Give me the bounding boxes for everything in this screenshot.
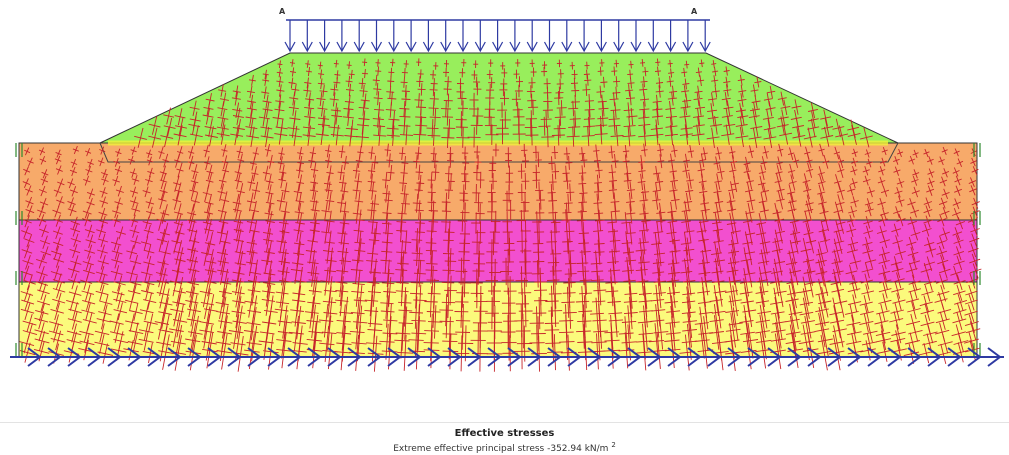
caption-subtitle: Extreme effective principal stress -352.… (0, 440, 1009, 455)
load-arrow (562, 20, 572, 51)
model-canvas: A A (0, 0, 1009, 420)
soil-layer-orange[interactable] (19, 143, 977, 220)
load-arrow (302, 20, 312, 51)
load-arrow (510, 20, 520, 51)
load-arrow (337, 20, 347, 51)
load-arrow (596, 20, 606, 51)
load-arrow (631, 20, 641, 51)
load-arrows (285, 20, 710, 51)
embankment-body[interactable] (100, 53, 898, 143)
load-arrow (320, 20, 330, 51)
load-arrow (527, 20, 537, 51)
load-arrow (700, 20, 710, 51)
load-arrow (614, 20, 624, 51)
point-label-a-left: A (279, 7, 286, 16)
load-arrow (372, 20, 382, 51)
caption-subtitle-exponent: 2 (611, 441, 615, 449)
load-arrow (441, 20, 451, 51)
load-arrow (354, 20, 364, 51)
load-arrow (458, 20, 468, 51)
caption: Effective stresses Extreme effective pri… (0, 428, 1009, 455)
footer-divider (0, 422, 1009, 423)
load-arrow (406, 20, 416, 51)
caption-subtitle-text: Extreme effective principal stress -352.… (393, 444, 608, 454)
load-arrow (389, 20, 399, 51)
distributed-load[interactable] (285, 20, 710, 51)
load-arrow (683, 20, 693, 51)
load-arrow (493, 20, 503, 51)
load-arrow (579, 20, 589, 51)
load-arrow (545, 20, 555, 51)
load-arrow (475, 20, 485, 51)
point-label-a-right: A (691, 7, 698, 16)
caption-title: Effective stresses (0, 428, 1009, 440)
load-arrow (666, 20, 676, 51)
geometry-view: A A (0, 0, 1009, 420)
load-arrow (285, 20, 295, 51)
load-arrow (423, 20, 433, 51)
load-arrow (648, 20, 658, 51)
